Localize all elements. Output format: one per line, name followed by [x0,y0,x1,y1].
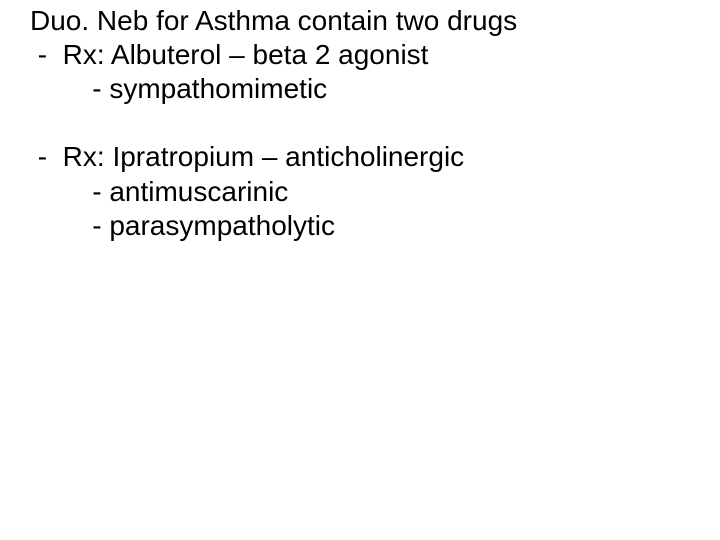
paragraph-gap [30,106,700,140]
title-line: Duo. Neb for Asthma contain two drugs [30,4,700,38]
subbullet-parasympatholytic: - parasympatholytic [30,209,700,243]
bullet-albuterol: - Rx: Albuterol – beta 2 agonist [30,38,700,72]
subbullet-antimuscarinic: - antimuscarinic [30,175,700,209]
subbullet-sympathomimetic: - sympathomimetic [30,72,700,106]
slide-content: Duo. Neb for Asthma contain two drugs - … [0,0,720,540]
bullet-ipratropium: - Rx: Ipratropium – anticholinergic [30,140,700,174]
